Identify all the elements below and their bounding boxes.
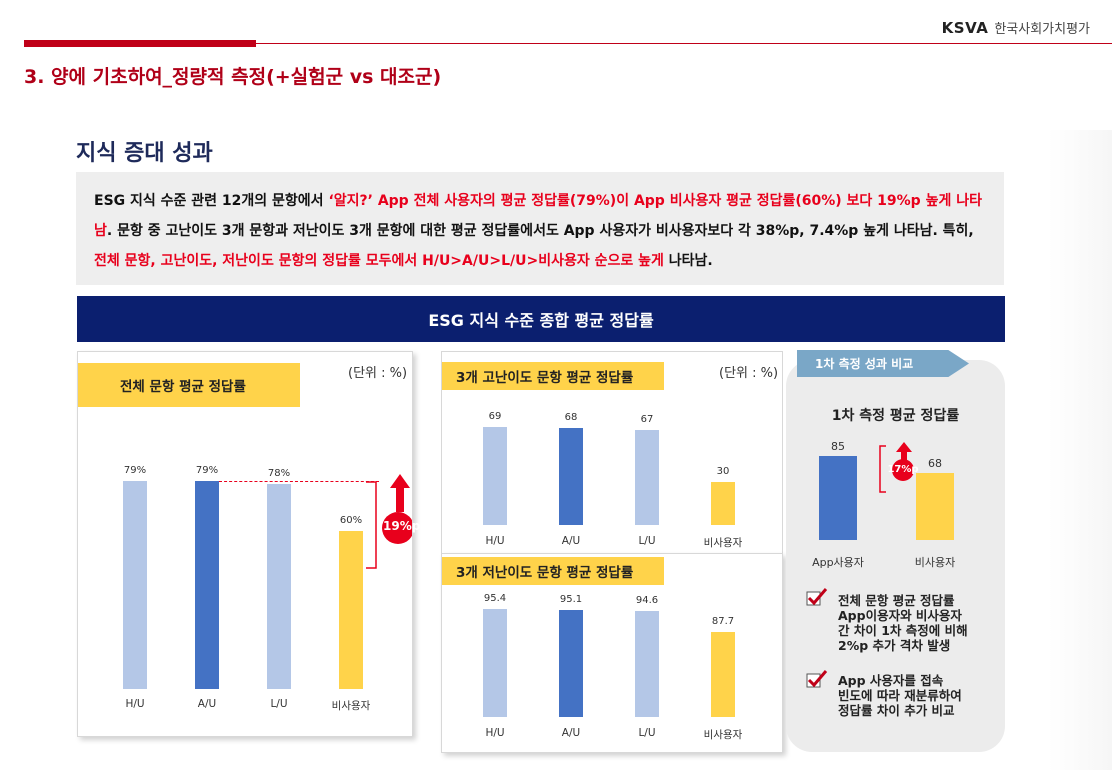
up-arrow-icon: [896, 442, 912, 460]
reference-line: [219, 481, 379, 482]
compare-tag: 1차 측정 성과 비교: [797, 350, 969, 377]
callout-badge: [382, 512, 412, 544]
category-label: App사용자: [812, 556, 864, 569]
value-label: 67: [640, 413, 654, 425]
value-label: 95.4: [483, 593, 507, 604]
category-label: L/U: [638, 535, 656, 547]
panel-all-questions: 전체 문항 평균 정답률 (단위 : %) 79% H/U 79% A/U 78% L/U…: [77, 351, 421, 737]
note-1-line-1: 전체 문항 평균 정답률: [838, 593, 955, 608]
value-label: 69: [488, 411, 502, 422]
panel-easy-questions: 3개 저난이도 문항 평균 정답률 95.4 H/U 95.1 A/U 94.6 L/U 8…: [441, 553, 783, 753]
category-label: L/U: [270, 698, 288, 710]
checkbox-icon: [806, 670, 828, 688]
value-label: 87.7: [711, 616, 735, 628]
gap-callout-all-label: 19%p: [383, 519, 421, 533]
brand: KSVA 한국사회가치평가: [942, 18, 1090, 37]
right-shadow: [1048, 130, 1112, 770]
compare-panel: [786, 360, 1005, 752]
panel-hard-unit: (단위 : %): [719, 366, 779, 381]
checkbox-icon: [806, 588, 828, 606]
note-2-line-3: 정답률 차이 추가 비교: [838, 703, 955, 718]
panel-all-unit: (단위 : %): [348, 366, 408, 381]
panel-hard-questions: 3개 고난이도 문항 평균 정답률 (단위 : %) 69 H/U 68 A/U 67 L…: [441, 351, 783, 563]
summary-text-1: ESG 지식 수준 관련 12개의 문항에서: [94, 193, 329, 209]
bar-App사용자: [819, 456, 857, 540]
value-label: 79%: [123, 465, 147, 476]
category-label: H/U: [485, 535, 505, 547]
bar-L/U: [635, 611, 659, 717]
bar-A/U: [559, 609, 583, 717]
note-1-line-2: App이용자와 비사용자: [838, 608, 962, 623]
brand-logo: KSVA: [941, 19, 989, 37]
header-accent-bar: [24, 40, 256, 47]
chart-compare: 85 App사용자 68 비사용자: [786, 420, 1005, 580]
bar-L/U: [635, 429, 659, 525]
value-label: 30: [716, 466, 730, 478]
compare-note-1: 전체 문항 평균 정답률 App이용자와 비사용자 간 차이 1차 측정에 비해…: [838, 593, 968, 653]
category-label: 비사용자: [914, 556, 956, 569]
chart-all: 79% H/U 79% A/U 78% L/U 60% 비사용자: [78, 352, 412, 736]
value-label: 95.1: [559, 593, 583, 605]
summary-highlight-2: 전체 문항, 고난이도, 저난이도 문항의 정답률 모두에서 H/U>A/U>L…: [94, 253, 664, 269]
bar-A/U: [195, 481, 219, 689]
panel-hard-tag: 3개 고난이도 문항 평균 정답률: [442, 362, 664, 390]
value-label: 85: [831, 440, 845, 453]
category-label: 비사용자: [331, 700, 371, 712]
note-2-line-1: App 사용자를 접속: [838, 673, 944, 688]
value-label: 68: [928, 456, 942, 470]
up-arrow-icon: [390, 474, 410, 512]
bar-비사용자: [711, 632, 735, 717]
gap-callout-compare: [879, 442, 914, 493]
category-label: A/U: [197, 698, 217, 710]
bar-비사용자: [916, 472, 954, 540]
header-rule: [24, 43, 1112, 44]
category-label: L/U: [638, 727, 656, 739]
compare-note-2: App 사용자를 접속 빈도에 따라 재분류하여 정답률 차이 추가 비교: [838, 673, 962, 718]
category-label: A/U: [561, 727, 581, 739]
summary-text-2: . 문항 중 고난이도 3개 문항과 저난이도 3개 문항에 대한 평균 정답률…: [106, 223, 974, 239]
value-label: 94.6: [635, 595, 659, 607]
value-label: 79%: [195, 465, 219, 476]
category-label: A/U: [561, 535, 581, 547]
summary-text-3: 나타남.: [663, 253, 713, 269]
summary-box: ESG 지식 수준 관련 12개의 문항에서 ‘알지?’ App 전체 사용자의…: [76, 172, 1004, 285]
panel-easy-tag: 3개 저난이도 문항 평균 정답률: [442, 557, 664, 585]
bar-H/U: [483, 609, 507, 717]
bar-A/U: [559, 428, 583, 525]
callout-badge: [892, 459, 914, 481]
note-1-line-4: 2%p 추가 격차 발생: [838, 638, 951, 653]
category-label: 비사용자: [703, 537, 743, 549]
section-title: 3. 양에 기초하여_정량적 측정(+실험군 vs 대조군): [24, 66, 442, 88]
page-subtitle: 지식 증대 성과: [76, 141, 213, 166]
note-1-line-3: 간 차이 1차 측정에 비해: [838, 623, 968, 638]
brand-org: 한국사회가치평가: [994, 22, 1090, 37]
value-label: 78%: [267, 467, 291, 479]
note-2-line-2: 빈도에 따라 재분류하여: [838, 688, 962, 703]
compare-title: 1차 측정 평균 정답률: [831, 408, 960, 424]
chart-easy: 95.4 H/U 95.1 A/U 94.6 L/U 87.7 비사용자: [442, 554, 782, 752]
chart-banner: ESG 지식 수준 종합 평균 정답률: [77, 296, 1005, 342]
summary-highlight-1: ‘알지?’ App 전체 사용자의 평균 정답률(79%)이 App 비사용자 …: [94, 193, 982, 239]
value-label: 68: [564, 412, 578, 424]
gap-callout-compare-label: 17%p: [887, 464, 919, 475]
category-label: H/U: [485, 727, 505, 739]
category-label: 비사용자: [703, 729, 743, 741]
bar-L/U: [267, 483, 291, 689]
panel-all-tag: 전체 문항 평균 정답률: [78, 363, 300, 407]
bar-비사용자: [711, 482, 735, 525]
bar-비사용자: [339, 531, 363, 689]
value-label: 60%: [339, 515, 363, 527]
gap-callout-all: [366, 474, 412, 569]
category-label: H/U: [125, 698, 145, 710]
bar-H/U: [123, 481, 147, 689]
bar-H/U: [483, 427, 507, 525]
chart-hard: 69 H/U 68 A/U 67 L/U 30 비사용자: [442, 352, 782, 562]
